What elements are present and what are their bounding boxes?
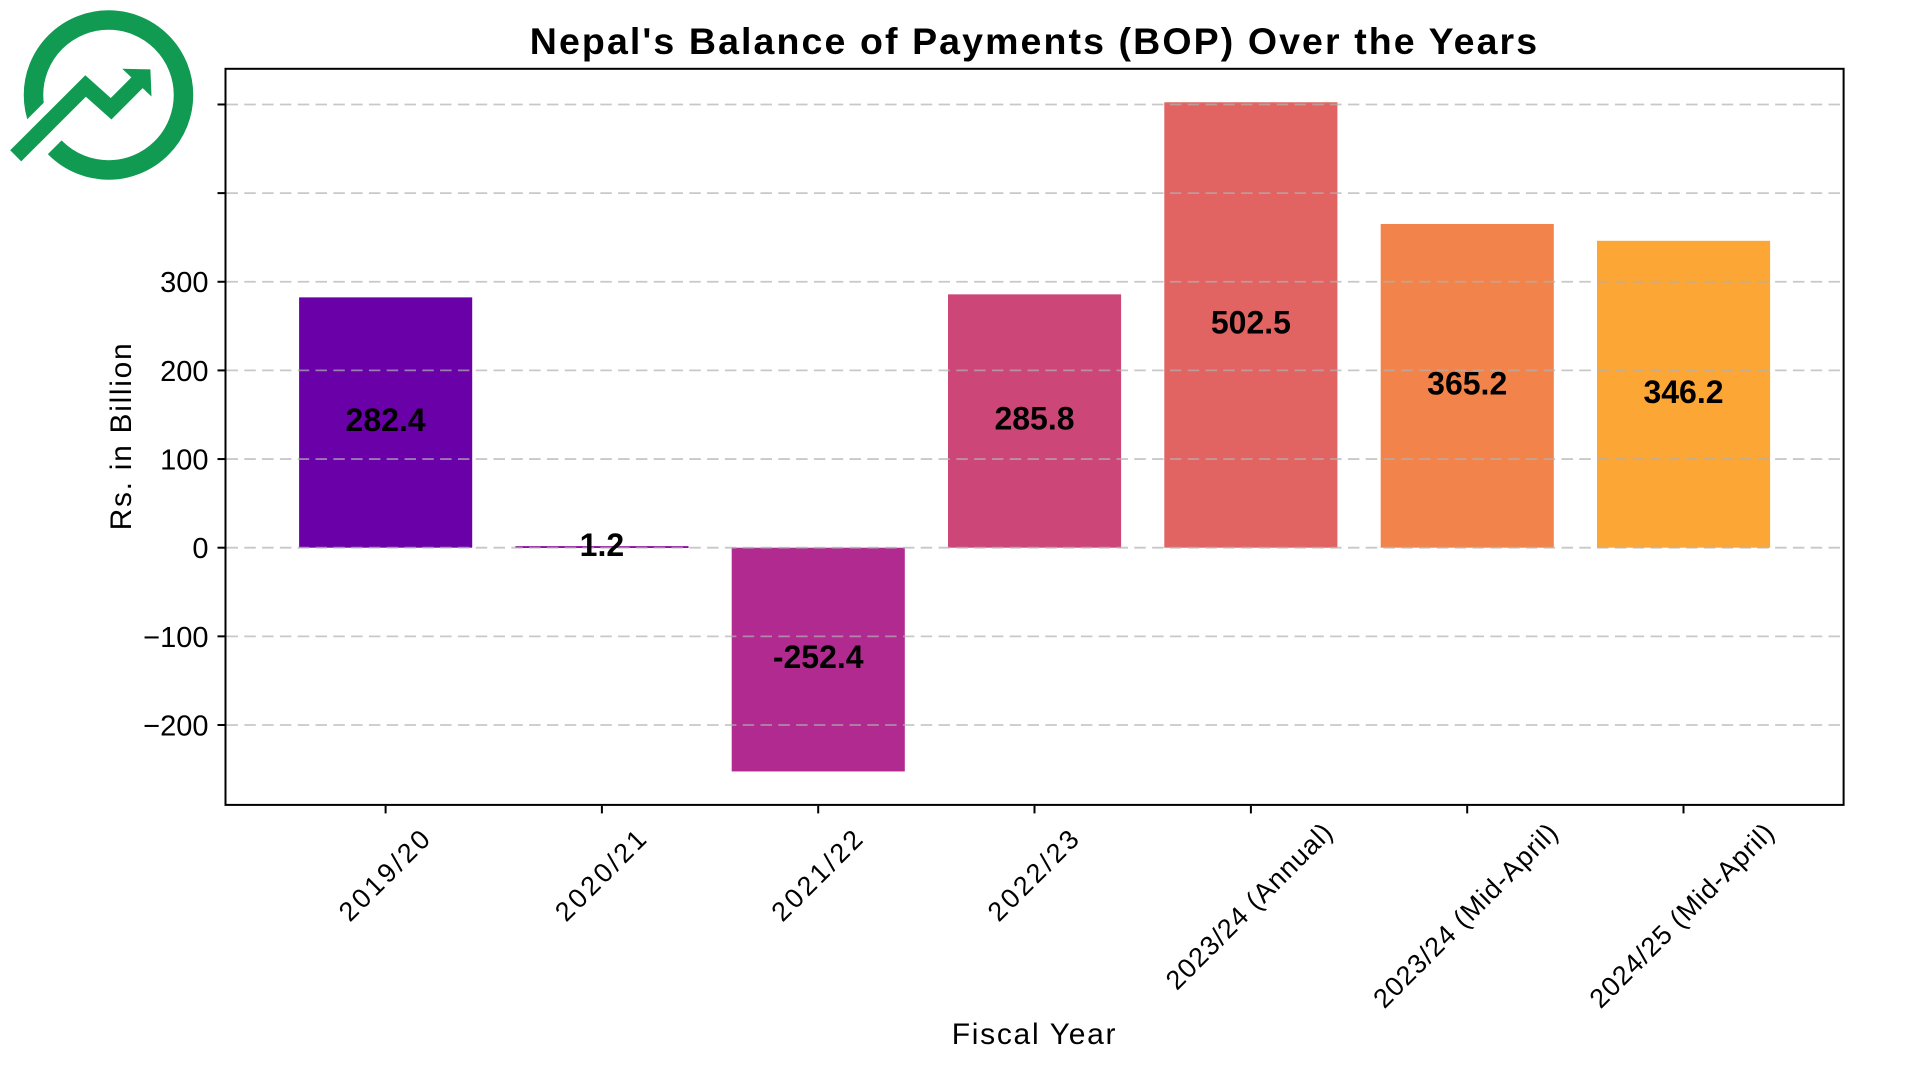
svg-text:Rs. in Billion: Rs. in Billion bbox=[105, 342, 138, 531]
svg-text:0: 0 bbox=[192, 533, 208, 565]
svg-text:-252.4: -252.4 bbox=[773, 639, 864, 675]
svg-text:365.2: 365.2 bbox=[1427, 365, 1507, 401]
svg-text:Nepal's Balance of Payments (B: Nepal's Balance of Payments (BOP) Over t… bbox=[530, 20, 1539, 62]
svg-text:346.2: 346.2 bbox=[1643, 374, 1723, 410]
svg-text:200: 200 bbox=[160, 356, 208, 388]
svg-text:100: 100 bbox=[160, 445, 208, 477]
svg-text:Fiscal Year: Fiscal Year bbox=[952, 1018, 1117, 1051]
svg-text:285.8: 285.8 bbox=[994, 401, 1074, 437]
svg-text:1.2: 1.2 bbox=[580, 527, 624, 563]
svg-text:300: 300 bbox=[160, 267, 208, 299]
svg-text:−100: −100 bbox=[143, 622, 208, 654]
svg-text:282.4: 282.4 bbox=[346, 402, 426, 438]
svg-text:502.5: 502.5 bbox=[1211, 305, 1291, 341]
svg-text:−200: −200 bbox=[143, 710, 208, 742]
